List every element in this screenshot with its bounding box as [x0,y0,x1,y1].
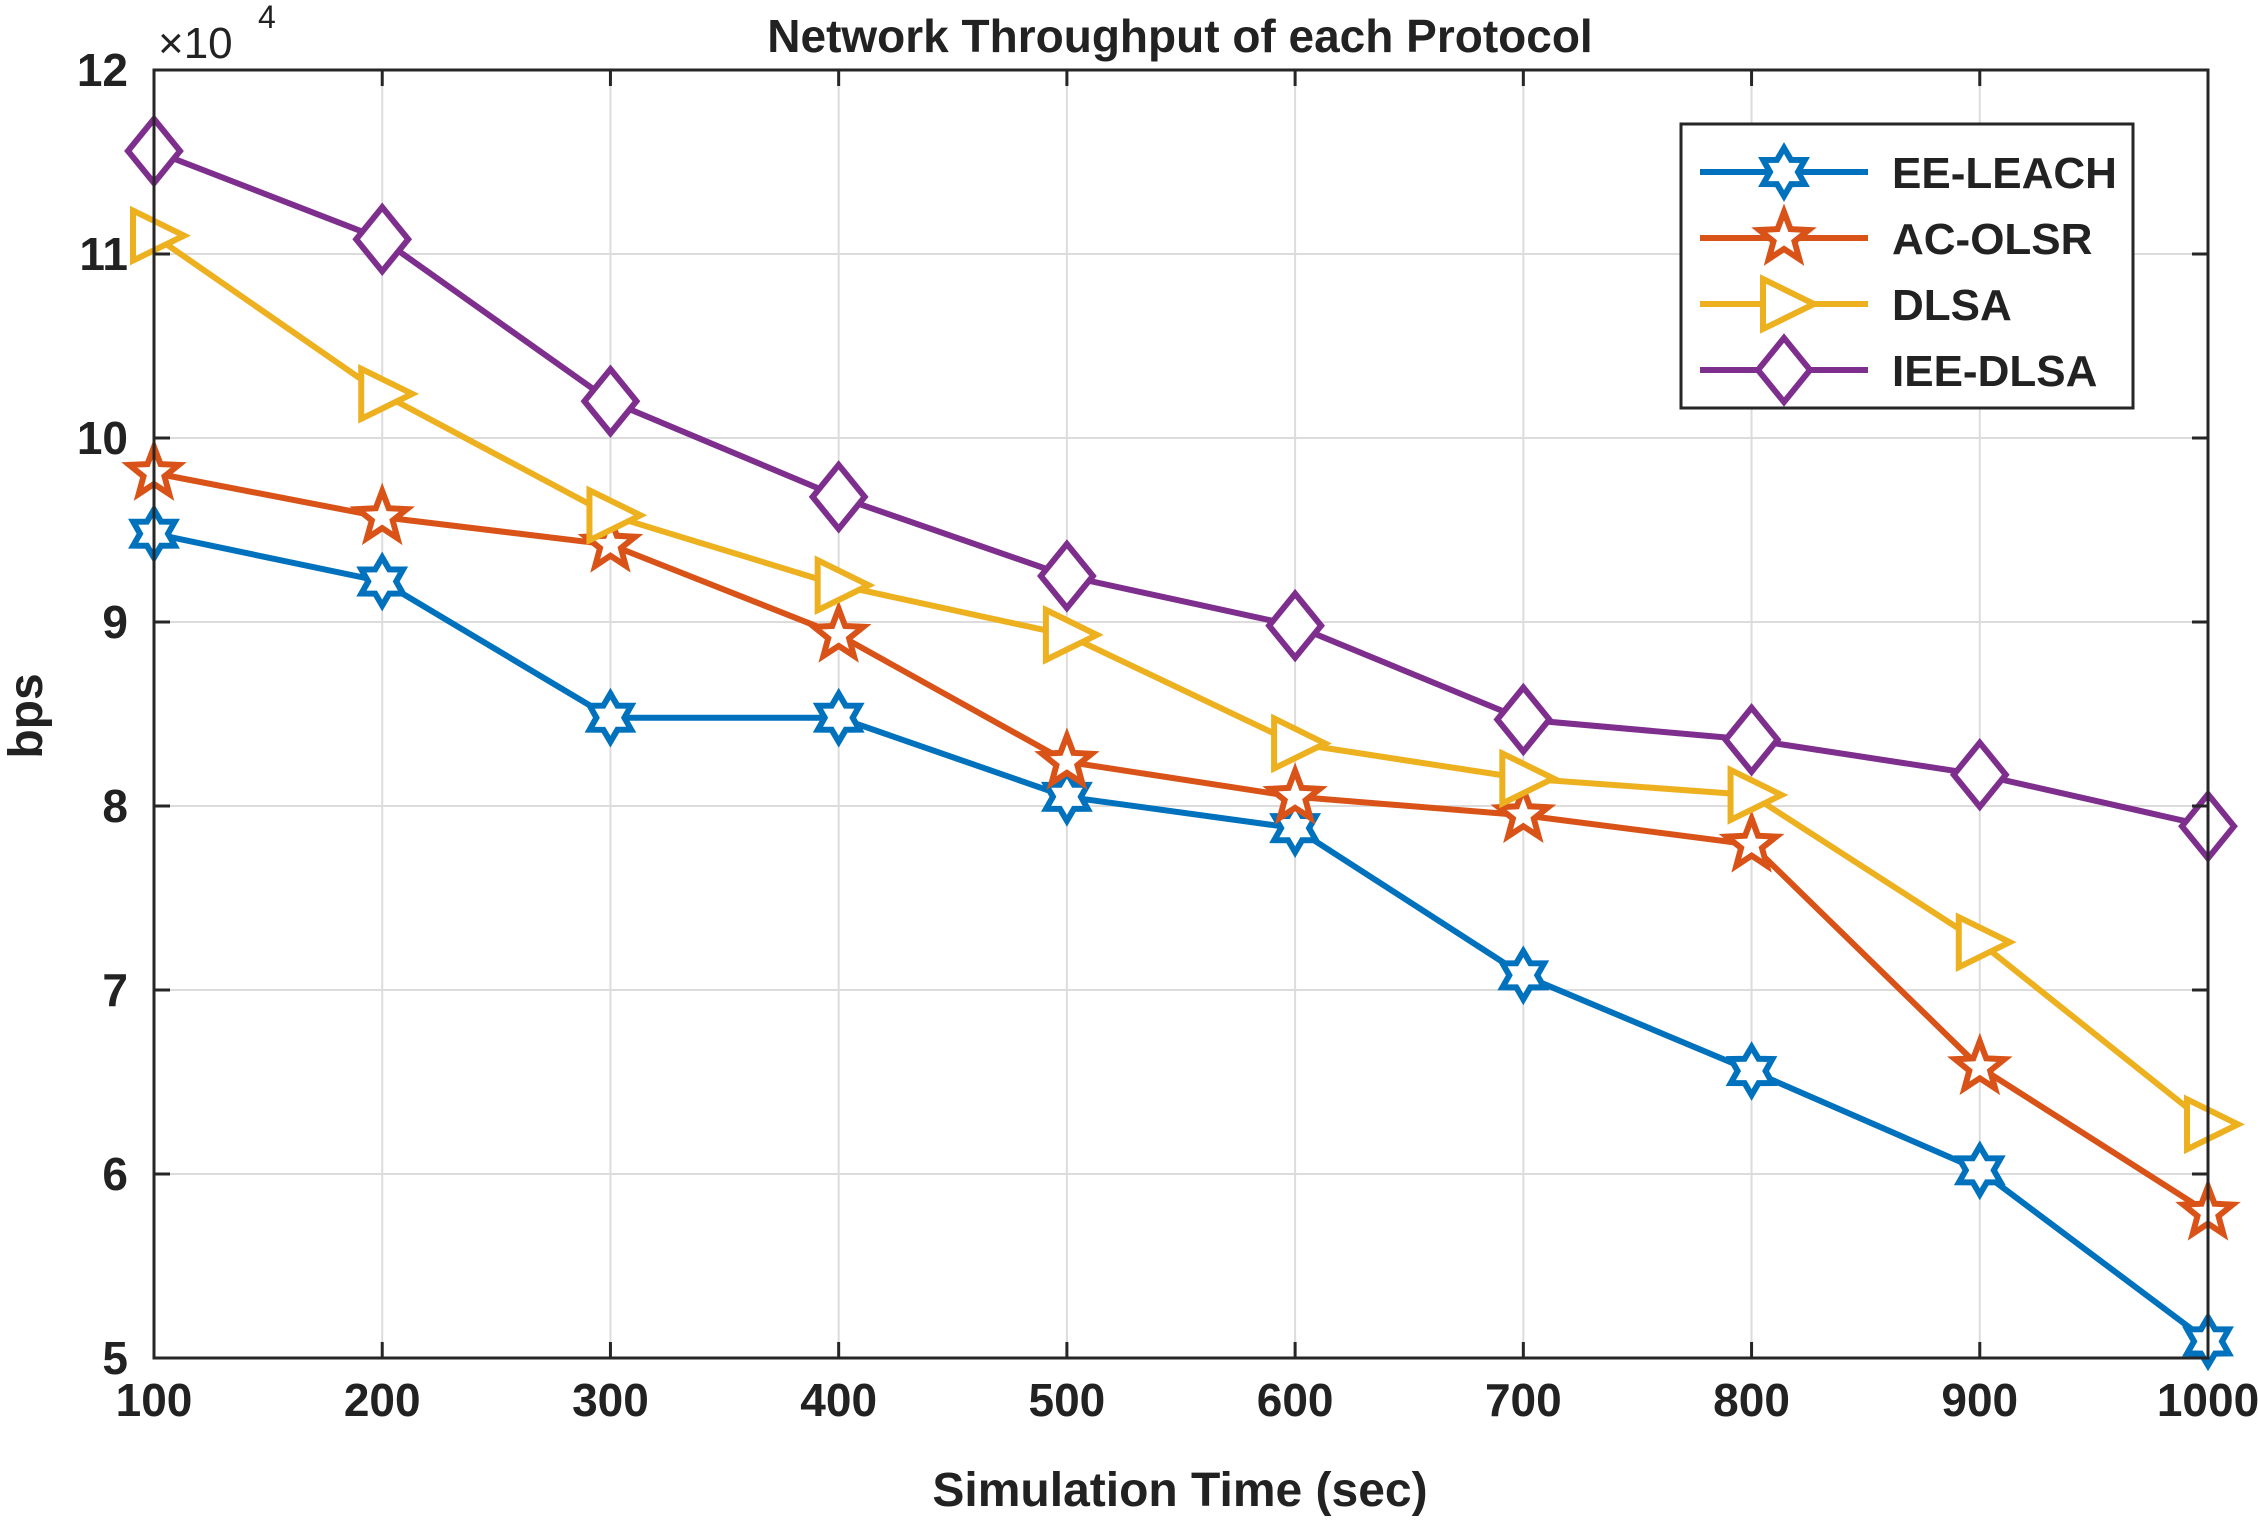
y-tick-label: 8 [102,780,128,832]
legend-entry: AC-OLSR [1700,203,2092,266]
x-tick-label: 500 [1029,1374,1106,1426]
data-point [1497,945,1550,1006]
data-point [808,460,869,534]
data-point [1040,766,1093,827]
data-point [805,600,872,663]
legend-label: AC-OLSR [1892,215,2092,264]
data-point [1037,539,1097,613]
x-tick-label: 800 [1713,1374,1790,1426]
legend-entry: DLSA [1700,274,2012,334]
data-point [1721,703,1782,777]
legend-marker [1760,274,1821,334]
data-point [586,485,648,546]
y-tick-label: 7 [102,964,128,1016]
y-axis-label: bps [0,673,53,758]
axes [152,68,2210,1360]
data-point [356,551,409,612]
x-tick-label: 600 [1257,1374,1334,1426]
legend-marker [1754,333,1814,407]
y-tick-label: 5 [102,1332,128,1384]
tick-labels: 100 200 300 400 500 600 700 800 900 1000 5 6 7 8 9 10 11… [77,44,2258,1426]
series-line [151,232,2211,1128]
data-point [130,205,191,266]
legend-marker [1758,142,1810,202]
data-point [1265,588,1325,663]
data-point [352,202,413,277]
data-point [1034,727,1100,790]
y-tick-label: 11 [79,228,128,280]
data-point [580,364,641,438]
data-point [1955,912,2017,972]
data-point [1262,762,1328,825]
plot-frame [152,68,2210,1360]
series-dlsa [130,205,2245,1155]
y-tick-label: 9 [102,596,128,648]
data-point [1499,748,1561,809]
y-tick-label: 6 [102,1148,128,1200]
x-tick-label: 100 [116,1374,193,1426]
x-tick-label: 300 [572,1374,649,1426]
legend: EE-LEACH AC-OLSR DLSA IEE-DLSA [1679,122,2135,410]
data-point [1042,605,1104,665]
x-tick-label: 400 [800,1374,877,1426]
data-point [1725,1041,1778,1101]
series-line [151,530,2211,1345]
chart-title: Network Throughput of each Protocol [767,10,1592,62]
x-tick-label: 1000 [2157,1374,2258,1426]
data-point [349,482,415,546]
data-point [814,555,876,616]
series-layer [121,114,2245,1372]
x-axis-label: Simulation Time (sec) [932,1464,1427,1517]
legend-marker [1751,203,1817,266]
y-tick-label: 10 [77,412,128,464]
data-point [1271,713,1332,774]
data-point [358,364,420,424]
data-point [812,687,865,748]
data-point [1949,737,2010,812]
data-point [2184,1094,2245,1155]
y-multiplier-base: ×10 [158,19,233,68]
data-point [1490,780,1557,844]
data-point [1727,765,1789,825]
x-tick-label: 700 [1485,1374,1562,1426]
legend-entry: IEE-DLSA [1700,333,2097,407]
legend-entry: EE-LEACH [1700,142,2117,202]
x-tick-label: 900 [1941,1374,2018,1426]
x-tick-label: 200 [344,1374,421,1426]
y-multiplier-exponent: 4 [258,0,276,35]
y-tick-label: 12 [77,44,128,96]
series-ee-leach [128,503,2234,1372]
series-ac-olsr [121,438,2241,1241]
data-point [1718,810,1785,873]
series-line [151,148,2211,830]
legend-label: IEE-DLSA [1892,347,2097,396]
data-point [584,687,637,748]
series-line [151,470,2211,1216]
legend-label: EE-LEACH [1892,149,2117,198]
data-point [1493,682,1554,757]
data-point [1953,1140,2006,1201]
legend-label: DLSA [1892,281,2012,330]
data-point [1947,1032,2013,1096]
